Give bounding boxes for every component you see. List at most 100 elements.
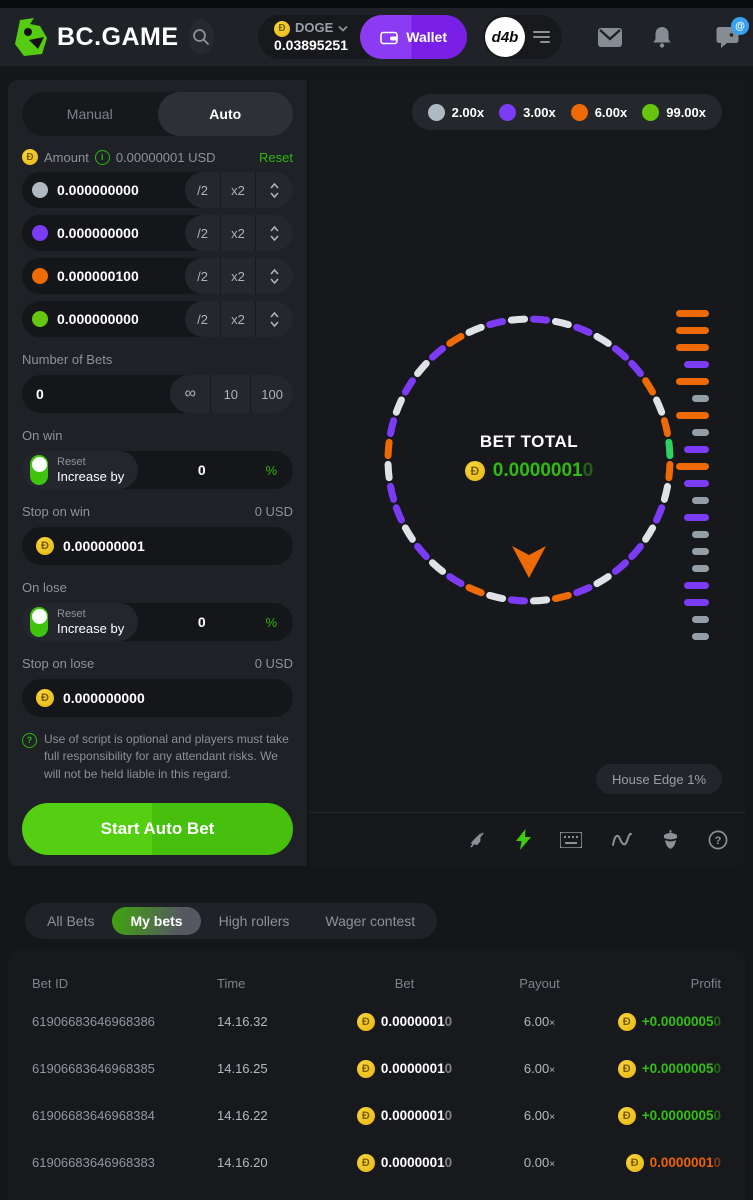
- bet-amount-input[interactable]: 0.000000000: [57, 225, 139, 241]
- game-card: Manual Auto Đ Amount i 0.00000001 USD Re…: [8, 80, 745, 866]
- start-auto-bet-button[interactable]: Start Auto Bet: [22, 803, 293, 856]
- bets-presets: ∞ 10 100: [170, 375, 293, 413]
- wallet-button[interactable]: Wallet: [360, 15, 467, 59]
- double-button[interactable]: x2: [220, 301, 255, 337]
- bet-time: 14.16.32: [217, 1014, 268, 1029]
- wheel-segment: [486, 317, 507, 329]
- my-bets-table: Bet ID Time Bet Payout Profit 6190668364…: [8, 950, 745, 1200]
- doge-coin-icon: Đ: [617, 1012, 636, 1031]
- info-icon[interactable]: i: [94, 149, 110, 165]
- doge-coin-icon: Đ: [273, 20, 290, 37]
- trends-icon[interactable]: [611, 831, 633, 848]
- question-icon: ?: [22, 733, 37, 748]
- avatar[interactable]: d4b: [485, 17, 525, 57]
- wheel-segment: [529, 596, 551, 605]
- stop-on-lose-usd: 0 USD: [254, 656, 293, 671]
- history-bar-orange: [676, 378, 709, 385]
- on-win-value-input[interactable]: 0: [197, 462, 206, 478]
- wallet-button-label: Wallet: [406, 29, 447, 45]
- game-toolbar: ?: [309, 812, 745, 866]
- bet-amount-input[interactable]: 0.000000100: [57, 268, 139, 284]
- bet-profit: +0.00000050: [641, 1061, 721, 1076]
- amount-stepper[interactable]: [255, 215, 293, 251]
- wheel-segment: [593, 332, 612, 347]
- amount-stepper[interactable]: [255, 258, 293, 294]
- history-bar-orange: [676, 412, 709, 419]
- fairness-seed-icon[interactable]: [662, 829, 679, 850]
- infinity-bets-button[interactable]: ∞: [184, 385, 196, 402]
- wheel-segment: [665, 438, 674, 460]
- halve-button[interactable]: /2: [197, 182, 208, 198]
- bet-time: 14.16.22: [217, 1108, 268, 1123]
- help-icon[interactable]: ?: [708, 830, 728, 850]
- doge-coin-icon: Đ: [617, 1106, 636, 1125]
- doge-coin-icon: Đ: [356, 1153, 375, 1172]
- doge-coin-icon: Đ: [36, 689, 54, 707]
- chat-icon[interactable]: @: [716, 17, 749, 48]
- tab-auto[interactable]: Auto: [157, 92, 293, 136]
- halve-button[interactable]: /2: [197, 268, 208, 284]
- bet-row-controls: /2 x2: [185, 172, 293, 208]
- tab-high-rollers[interactable]: High rollers: [218, 913, 290, 929]
- stop-on-win-label: Stop on win: [22, 504, 90, 519]
- stop-on-win-input[interactable]: 0.000000001: [63, 538, 145, 554]
- history-bar-purple: [684, 361, 709, 368]
- legend-label: 3.00x: [523, 104, 556, 120]
- legend-dot-3x: [499, 103, 517, 121]
- table-row[interactable]: 61906683646968384 14.16.22 Đ 0.00000010 …: [32, 1092, 721, 1139]
- house-edge-badge[interactable]: House Edge 1%: [596, 764, 722, 794]
- brand-logo[interactable]: BC.GAME: [14, 18, 179, 56]
- stop-on-win-usd: 0 USD: [254, 504, 293, 519]
- bet-amount-input[interactable]: 0.000000000: [57, 311, 139, 327]
- chat-mention-badge: @: [731, 17, 749, 35]
- tab-my-bets[interactable]: My bets: [112, 907, 201, 935]
- on-win-mode-toggle[interactable]: Reset Increase by: [22, 451, 139, 489]
- bet-payout: 0.00×: [523, 1155, 556, 1170]
- history-bar-gray: [692, 633, 709, 640]
- doge-coin-icon: Đ: [36, 537, 54, 555]
- preset-10-button[interactable]: 10: [210, 375, 250, 413]
- number-of-bets-input[interactable]: 0: [36, 386, 44, 402]
- double-button[interactable]: x2: [220, 172, 255, 208]
- bet-row-2x: 0.000000000 /2 x2: [22, 172, 293, 208]
- table-row[interactable]: 61906683646968383 14.16.20 Đ 0.00000010 …: [32, 1139, 721, 1186]
- on-win-row: Reset Increase by 0 %: [22, 451, 293, 489]
- wheel-segment: [401, 524, 416, 543]
- search-button[interactable]: [188, 19, 214, 55]
- turbo-bolt-icon[interactable]: [516, 829, 531, 850]
- on-lose-mode-toggle[interactable]: Reset Increase by: [22, 603, 139, 641]
- amount-row: Đ Amount i 0.00000001 USD Reset: [22, 149, 293, 165]
- bet-amount-input[interactable]: 0.000000000: [57, 182, 139, 198]
- halve-button[interactable]: /2: [197, 311, 208, 327]
- on-lose-value-input[interactable]: 0: [197, 614, 206, 630]
- stop-on-lose-input[interactable]: 0.000000000: [63, 690, 145, 706]
- tab-manual[interactable]: Manual: [66, 106, 113, 122]
- amount-reset-link[interactable]: Reset: [259, 149, 293, 165]
- wheel-segment: [446, 573, 465, 588]
- notifications-bell-icon[interactable]: [652, 26, 672, 48]
- table-row[interactable]: 61906683646968386 14.16.32 Đ 0.00000010 …: [32, 998, 721, 1045]
- wheel-segment: [628, 542, 644, 561]
- bet-profit: 0.00000010: [649, 1155, 721, 1170]
- on-win-label: On win: [22, 428, 63, 443]
- col-time: Time: [217, 975, 246, 991]
- amount-stepper[interactable]: [255, 172, 293, 208]
- double-button[interactable]: x2: [220, 258, 255, 294]
- tab-wager-contest[interactable]: Wager contest: [325, 913, 416, 929]
- hotkeys-keyboard-icon[interactable]: [560, 831, 582, 848]
- sound-muted-icon[interactable]: [467, 830, 487, 850]
- toggle-switch[interactable]: [30, 455, 48, 485]
- account-menu-icon[interactable]: [533, 30, 550, 44]
- double-button[interactable]: x2: [220, 215, 255, 251]
- wheel-segment: [446, 332, 465, 347]
- tab-all-bets[interactable]: All Bets: [47, 913, 95, 929]
- currency-selector[interactable]: Đ DOGE 0.03895251: [258, 21, 360, 53]
- amount-stepper[interactable]: [255, 301, 293, 337]
- toggle-switch[interactable]: [30, 607, 48, 637]
- mail-icon[interactable]: [598, 27, 622, 47]
- bet-mode-tabs: Manual Auto: [22, 92, 293, 136]
- halve-button[interactable]: /2: [197, 225, 208, 241]
- doge-coin-icon: Đ: [356, 1012, 375, 1031]
- preset-100-button[interactable]: 100: [250, 375, 293, 413]
- table-row[interactable]: 61906683646968385 14.16.25 Đ 0.00000010 …: [32, 1045, 721, 1092]
